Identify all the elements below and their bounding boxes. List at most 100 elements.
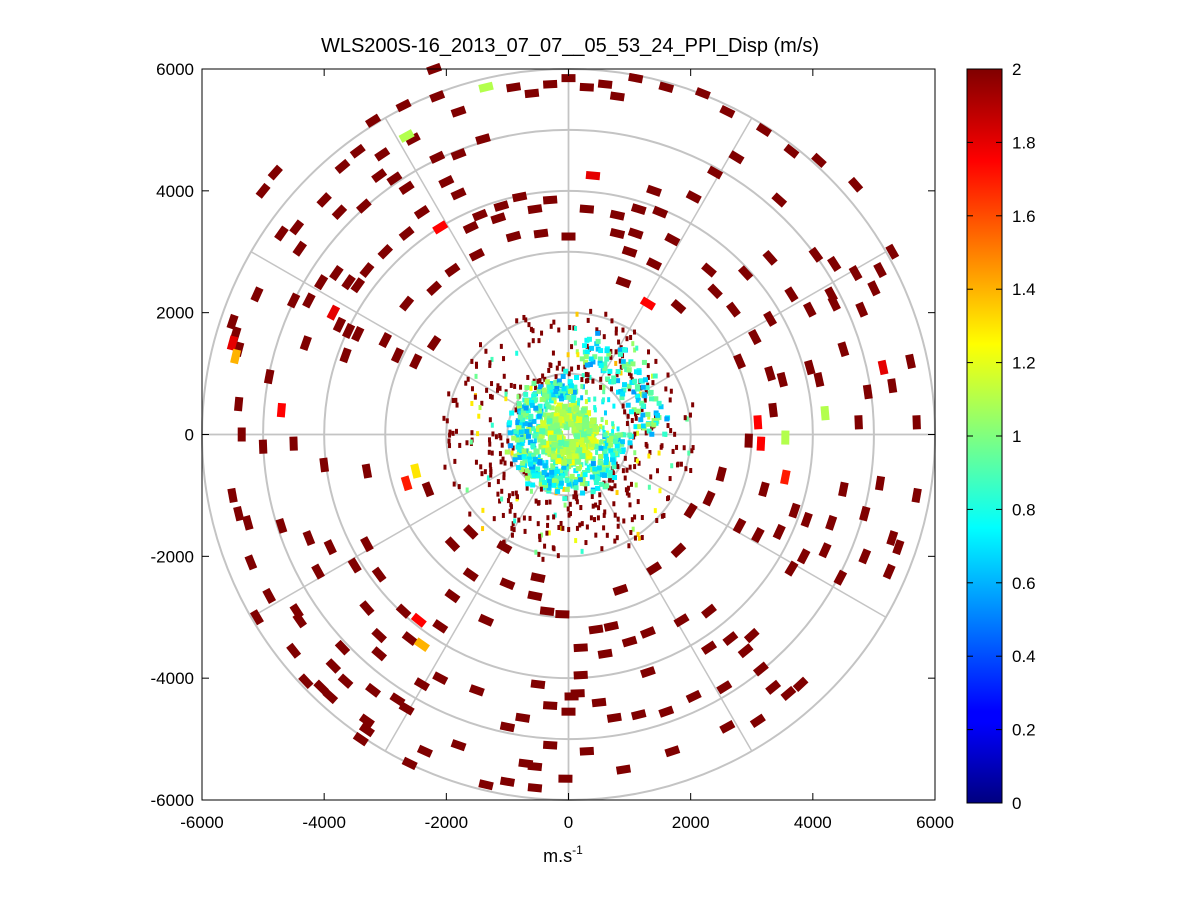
near-range-cell [447,438,451,444]
near-range-cell [513,518,517,524]
data-point [737,265,754,281]
turbulence-cell [592,354,598,360]
turbulence-cell [531,454,537,460]
turbulence-cell [554,385,560,391]
data-point [885,243,900,260]
turbulence-cell [567,388,573,394]
core-cell [555,443,562,450]
near-range-cell [551,350,555,356]
turbulence-cell [515,437,521,443]
near-range-cell [509,502,513,508]
turbulence-cell [582,343,588,349]
near-range-cell [547,530,551,536]
data-point [877,359,889,376]
near-range-cell [613,483,617,489]
near-range-cell [570,344,574,350]
turbulence-cell [628,409,634,415]
data-point [426,280,442,296]
near-range-cell [556,553,560,559]
data-point [371,168,388,183]
turbulence-cell [548,398,554,404]
grid-spoke-150 [250,251,516,405]
data-point [874,475,886,491]
core-cell [564,448,571,455]
turbulence-cell [519,463,525,469]
turbulence-cell [552,469,558,475]
data-point [332,316,347,333]
near-range-cell [508,508,512,514]
turbulence-cell [508,443,514,449]
near-range-cell [502,356,506,362]
near-range-cell [602,389,606,395]
turbulence-cell [520,432,526,438]
near-range-cell [511,521,515,527]
near-range-cell [534,385,538,391]
data-point [450,187,467,201]
near-range-cell [568,501,572,507]
data-point [783,143,800,159]
near-range-cell [602,334,606,340]
near-range-cell [516,394,520,400]
core-cell [576,447,583,454]
turbulence-cell [617,351,623,357]
near-range-cell [626,413,630,419]
turbulence-cell [621,432,627,438]
data-point [450,739,467,752]
turbulence-cell [525,408,531,414]
turbulence-cell [573,476,579,482]
data-point [833,569,848,586]
data-point [800,511,813,528]
near-range-cell [586,372,590,378]
data-point [763,310,778,327]
near-range-cell [533,438,537,444]
turbulence-cell [531,393,537,399]
core-cell [566,453,573,460]
x-tick-label: -6000 [180,813,223,832]
core-cell [583,422,590,429]
turbulence-cell [532,456,538,462]
data-point [496,540,513,555]
core-cell [571,422,578,429]
turbulence-cell [611,379,617,385]
near-range-cell [474,361,478,367]
turbulence-cell [523,405,529,411]
near-range-cell [630,517,634,523]
data-point [670,298,687,315]
turbulence-cell [571,395,577,401]
turbulence-cell [526,433,532,439]
near-range-cell [544,407,548,413]
data-point [628,72,644,84]
near-range-cell [594,502,598,508]
near-range-cell [630,418,634,424]
near-range-cell [502,475,506,481]
turbulence-cell [538,481,544,487]
y-tick-label: -2000 [151,547,194,566]
turbulence-cell [516,401,522,407]
data-point [331,204,348,220]
turbulence-cell [536,413,542,419]
data-point [561,232,576,241]
near-range-cell [627,492,631,498]
near-range-cell [634,415,638,421]
core-cell [561,403,568,410]
near-range-cell [647,484,651,490]
turbulence-cell [636,370,642,376]
turbulence-cell [526,429,532,435]
turbulence-cell [531,473,537,479]
data-point [780,469,791,485]
turbulence-cell [523,410,529,416]
core-cell [583,436,590,443]
turbulence-cell [640,403,646,409]
data-point [377,243,394,260]
turbulence-cell [611,459,617,465]
turbulence-cell [561,464,567,470]
near-range-cell [448,443,452,449]
turbulence-cell [507,430,513,436]
core-cell [571,453,578,460]
data-point [337,673,354,689]
turbulence-cell [572,384,578,390]
core-cell [556,434,563,441]
data-point [621,635,638,648]
turbulence-cell [538,471,544,477]
near-range-cell [510,450,514,456]
